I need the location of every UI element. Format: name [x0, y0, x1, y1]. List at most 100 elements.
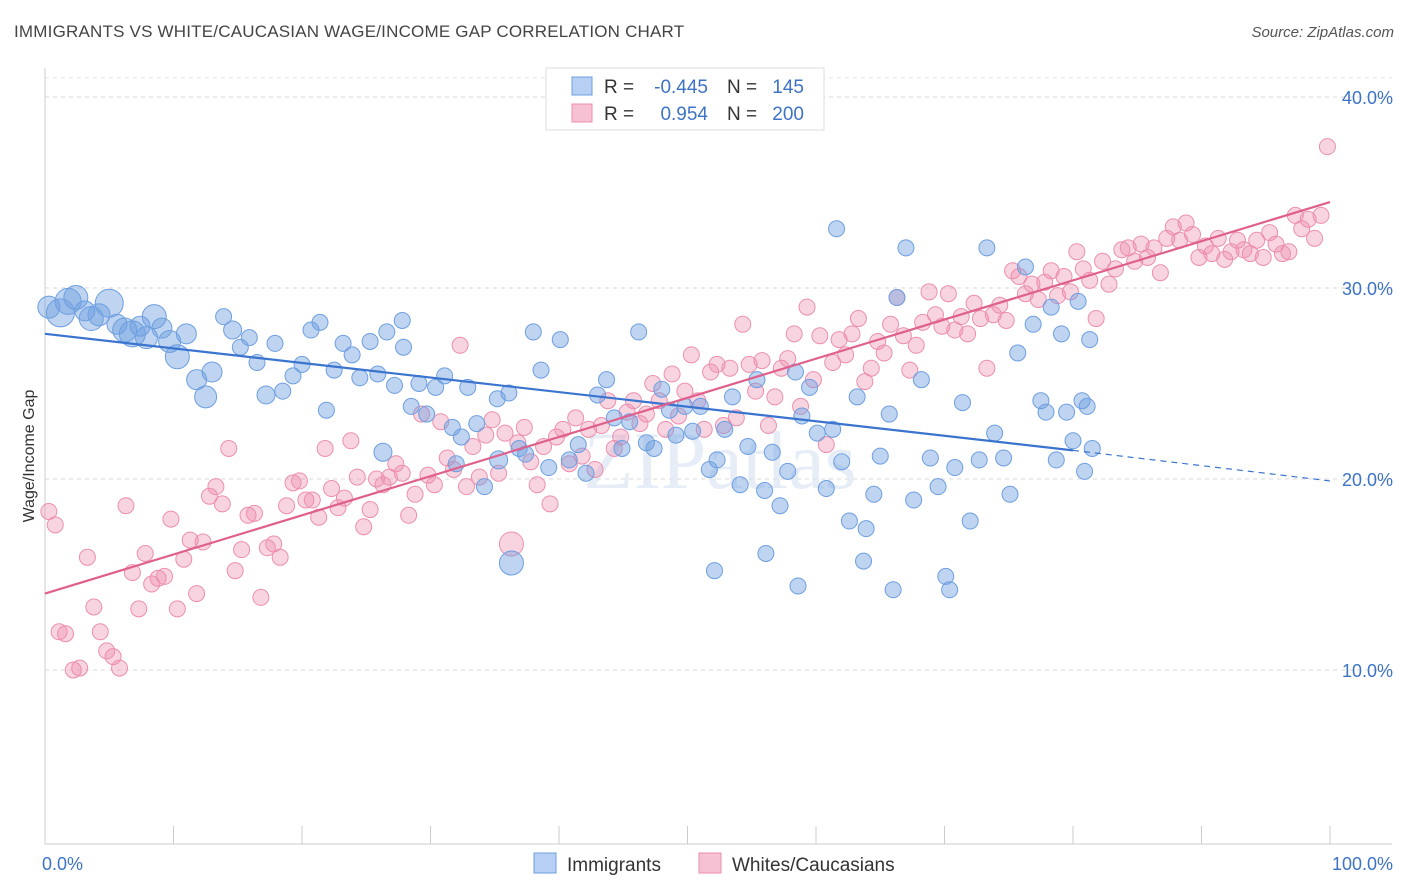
whites-point-60: [425, 476, 443, 494]
immigrants-point-16: [164, 344, 190, 370]
immigrants-point-112: [970, 451, 988, 469]
immigrants-point-47: [436, 367, 454, 385]
immigrants-point-12: [135, 326, 159, 350]
immigrants-point-62: [569, 436, 587, 454]
immigrants-point-122: [1042, 298, 1060, 316]
whites-point-149: [997, 311, 1015, 329]
whites-point-196: [1299, 210, 1317, 228]
whites-point-15: [136, 544, 154, 562]
immigrants-point-141: [489, 450, 509, 470]
whites-point-104: [708, 355, 726, 373]
whites-point-96: [657, 420, 675, 438]
immigrants-point-135: [757, 544, 775, 562]
whites-point-107: [727, 409, 745, 427]
whites-point-23: [188, 585, 206, 603]
whites-point-97: [663, 365, 681, 383]
immigrants-point-43: [402, 397, 420, 415]
whites-point-150: [1004, 262, 1022, 280]
immigrants-point-83: [739, 438, 757, 456]
immigrants-point-49: [452, 428, 470, 446]
immigrants-point-109: [946, 459, 964, 477]
whites-point-49: [355, 518, 373, 536]
whites-point-3: [57, 625, 75, 643]
whites-point-100: [682, 346, 700, 364]
source-label: Source: ZipAtlas.com: [1251, 24, 1394, 41]
whites-point-16: [143, 575, 161, 593]
whites-point-173: [1151, 264, 1169, 282]
whites-point-76: [528, 476, 546, 494]
legend-r-value-2: 0.954: [660, 104, 708, 125]
whites-point-50: [361, 501, 379, 519]
immigrants-point-67: [613, 439, 631, 457]
bottom-legend-swatch-whites: [698, 852, 722, 874]
immigrants-point-121: [1037, 403, 1055, 421]
watermark: ZIPatlas: [583, 415, 856, 506]
immigrants-point-136: [855, 552, 873, 570]
legend-r-label-2: R =: [604, 104, 634, 125]
whites-point-57: [406, 485, 424, 503]
whites-point-20: [168, 600, 186, 618]
immigrants-point-82: [731, 476, 749, 494]
legend-swatch-immigrants: [571, 76, 593, 96]
immigrants-point-0: [37, 295, 61, 319]
immigrants-point-32: [311, 313, 329, 331]
immigrants-point-27: [266, 334, 284, 352]
immigrants-point-3: [63, 285, 89, 311]
whites-point-2: [50, 623, 68, 641]
immigrants-point-65: [598, 371, 616, 389]
whites-point-29: [226, 562, 244, 580]
whites-point-56: [400, 506, 418, 524]
immigrants-point-138: [941, 581, 959, 599]
immigrants-point-103: [897, 239, 915, 257]
legend-n-label-2: N =: [727, 104, 757, 125]
immigrants-point-130: [1078, 397, 1096, 415]
immigrants-point-35: [334, 334, 352, 352]
whites-point-48: [348, 468, 366, 486]
immigrants-point-123: [1047, 451, 1065, 469]
whites-point-160: [1068, 243, 1086, 261]
whites-point-39: [290, 472, 308, 490]
y-tick-label-3: 40.0%: [1342, 88, 1393, 108]
immigrants-point-28: [274, 382, 292, 400]
whites-point-18: [156, 567, 174, 585]
immigrants-point-90: [793, 407, 811, 425]
immigrants-point-129: [1076, 462, 1094, 480]
immigrants-point-86: [763, 443, 781, 461]
immigrants-point-88: [779, 462, 797, 480]
y-tick-label-1: 20.0%: [1342, 470, 1393, 490]
whites-point-109: [740, 355, 758, 373]
whites-point-163: [1087, 310, 1105, 328]
legend-n-value-2: 200: [772, 104, 804, 125]
whites-point-98: [670, 407, 688, 425]
immigrants-point-71: [645, 439, 663, 457]
immigrants-point-26: [256, 385, 276, 405]
immigrants-point-79: [708, 451, 726, 469]
immigrants-point-50: [459, 378, 477, 396]
immigrants-point-139: [789, 577, 807, 595]
bottom-legend: Immigrants Whites/Caucasians: [533, 852, 895, 876]
immigrants-point-61: [560, 451, 578, 469]
immigrants-point-99: [865, 485, 883, 503]
immigrants-point-57: [524, 323, 542, 341]
whites-point-199: [1318, 138, 1336, 156]
whites-point-65: [457, 478, 475, 496]
immigrants-point-111: [961, 512, 979, 530]
series-immigrants: [37, 220, 1101, 599]
immigrants-point-20: [201, 361, 223, 383]
immigrants-point-131: [1081, 331, 1099, 349]
immigrants-point-42: [395, 338, 413, 356]
immigrants-point-34: [325, 361, 343, 379]
immigrants-point-76: [684, 422, 702, 440]
whites-point-38: [284, 474, 302, 492]
whites-point-37: [278, 497, 296, 515]
y-axis-label: Wage/Income Gap: [21, 390, 38, 523]
whites-point-64: [451, 336, 469, 354]
whites-point-36: [271, 548, 289, 566]
immigrants-point-48: [443, 418, 461, 436]
immigrants-point-18: [186, 369, 208, 391]
whites-point-17: [149, 569, 167, 587]
whites-point-27: [213, 495, 231, 513]
whites-point-83: [573, 447, 591, 465]
immigrants-point-107: [929, 478, 947, 496]
whites-point-81: [560, 455, 578, 473]
